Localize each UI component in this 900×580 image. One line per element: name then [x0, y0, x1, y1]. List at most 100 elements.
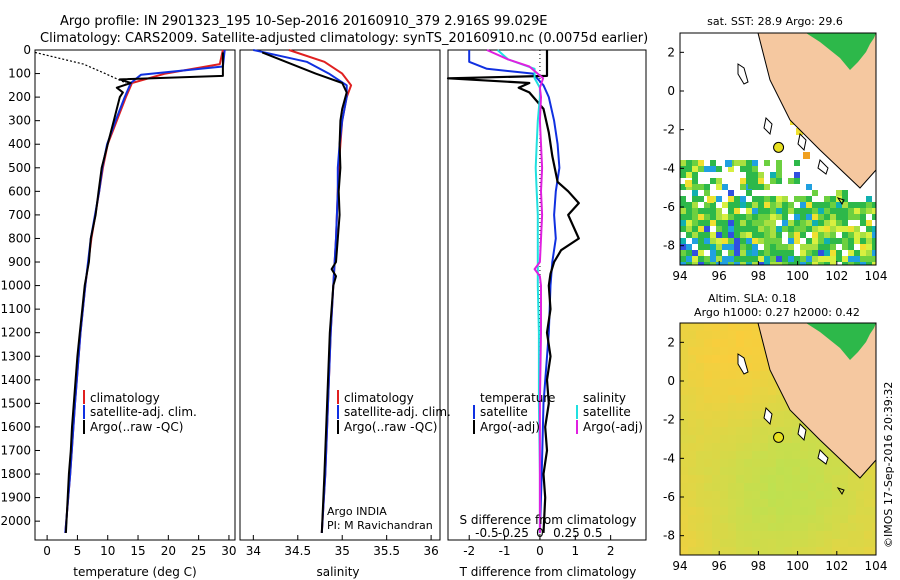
- sla-cell: [680, 523, 688, 531]
- sla-cell: [704, 491, 712, 499]
- title-line2: Climatology: CARS2009. Satellite-adjuste…: [40, 31, 648, 46]
- sla-cell: [688, 419, 696, 427]
- sla-cell: [784, 491, 792, 499]
- sla-cell: [784, 451, 792, 459]
- sla-cell: [720, 411, 728, 419]
- sst-cell: [776, 208, 782, 214]
- sla-cell: [736, 547, 744, 555]
- sla-cell: [728, 347, 736, 355]
- lat-tick-label: 2: [667, 335, 675, 349]
- sla-cell: [736, 323, 744, 331]
- sla-cell: [704, 483, 712, 491]
- sla-cell: [712, 387, 720, 395]
- sst-cell: [824, 262, 830, 265]
- sla-cell: [800, 491, 808, 499]
- sst-cell: [830, 232, 836, 238]
- sla-cell: [688, 459, 696, 467]
- sst-cell: [746, 190, 752, 196]
- sst-cell: [686, 214, 692, 220]
- sst-cell: [728, 256, 734, 262]
- sst-cell: [752, 244, 758, 250]
- sst-cell: [842, 262, 848, 265]
- sst-cell: [740, 250, 746, 256]
- sst-cell: [782, 196, 788, 202]
- sst-cell: [842, 208, 848, 214]
- sla-cell: [728, 355, 736, 363]
- sst-cell: [818, 214, 824, 220]
- lat-tick-label: -8: [663, 239, 675, 253]
- sst-cell: [692, 220, 698, 226]
- sst-cell: [752, 226, 758, 232]
- sla-cell: [824, 467, 832, 475]
- sst-cell: [752, 202, 758, 208]
- sst-cell: [836, 250, 842, 256]
- sla-cell: [760, 443, 768, 451]
- lat-tick-label: 2: [667, 45, 675, 59]
- sla-cell: [792, 515, 800, 523]
- y-tick-label: 300: [8, 114, 31, 128]
- sst-cell: [770, 178, 776, 184]
- sst-cell: [824, 238, 830, 244]
- sla-cell: [872, 483, 876, 491]
- temperature-x-axis: 0 5 10 15 20 25 30: [43, 535, 237, 558]
- sst-cell: [692, 184, 698, 190]
- sst-cell: [764, 196, 770, 202]
- legend-climatology: climatology: [90, 391, 160, 405]
- sla-cell: [864, 539, 872, 547]
- sst-cell: [686, 250, 692, 256]
- sla-cell: [752, 323, 760, 331]
- sst-cell: [686, 172, 692, 178]
- sla-cell: [752, 491, 760, 499]
- sla-cell: [824, 547, 832, 555]
- sla-cell: [752, 363, 760, 371]
- sst-cell: [680, 226, 686, 232]
- salinity-panel: 34 34.5 35 35.5 36 salinity climatology sate…: [239, 49, 451, 579]
- sst-cell: [854, 202, 860, 208]
- sst-cell: [686, 208, 692, 214]
- sst-cell: [740, 226, 746, 232]
- sla-cell: [800, 547, 808, 555]
- sla-cell: [848, 515, 856, 523]
- sla-cell: [816, 539, 824, 547]
- sst-cell: [794, 196, 800, 202]
- sla-cell: [760, 491, 768, 499]
- sst-cell: [728, 190, 734, 196]
- sst-cell: [698, 160, 704, 166]
- sst-cell: [728, 250, 734, 256]
- sst-cell: [716, 232, 722, 238]
- sla-cell: [688, 395, 696, 403]
- sla-cell: [720, 491, 728, 499]
- sla-cell: [792, 435, 800, 443]
- sla-cell: [720, 355, 728, 363]
- sst-cell: [848, 250, 854, 256]
- sla-cell: [792, 547, 800, 555]
- sla-cell: [776, 539, 784, 547]
- sst-cell: [818, 226, 824, 232]
- sla-cell: [752, 531, 760, 539]
- sla-cell: [680, 507, 688, 515]
- difference-legend: temperature satellite Argo(-adj) salinit…: [473, 391, 643, 434]
- y-tick-label: 800: [8, 231, 31, 245]
- sla-cell: [784, 547, 792, 555]
- sla-cell: [808, 547, 816, 555]
- sla-cell: [752, 515, 760, 523]
- sst-cell: [776, 262, 782, 265]
- sst-cell: [842, 256, 848, 262]
- island-siberut: [797, 422, 807, 442]
- sst-cell: [728, 196, 734, 202]
- sla-cell: [760, 523, 768, 531]
- sla-cell: [752, 459, 760, 467]
- sla-cell: [808, 435, 816, 443]
- sla-cell: [736, 411, 744, 419]
- sla-cell: [728, 459, 736, 467]
- sst-cell: [860, 214, 866, 220]
- sla-cell: [760, 387, 768, 395]
- sst-latitude-axis: 2 0 -2 -4 -6 -8: [663, 45, 684, 253]
- lat-tick-label: 0: [667, 84, 675, 98]
- sla-cell: [792, 483, 800, 491]
- sst-cell: [722, 226, 728, 232]
- sla-cell: [720, 443, 728, 451]
- sst-cell: [728, 226, 734, 232]
- sla-cell: [696, 331, 704, 339]
- sst-cell: [764, 184, 770, 190]
